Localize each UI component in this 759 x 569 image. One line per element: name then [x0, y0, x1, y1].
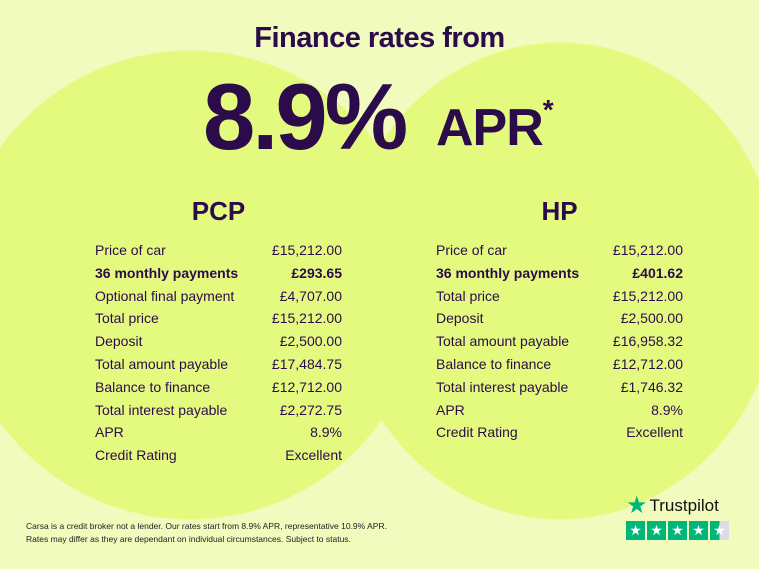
hp-row: Deposit £2,500.00	[436, 307, 683, 330]
pcp-panel: PCP Price of car £15,212.00 36 monthly pay…	[95, 196, 342, 467]
row-label: Total interest payable	[436, 378, 569, 395]
row-value: £2,500.00	[620, 310, 683, 327]
disclaimer-line-2: Rates may differ as they are dependant o…	[26, 534, 351, 544]
half-star-icon: ★	[710, 521, 729, 540]
row-value: 8.9%	[651, 401, 683, 418]
row-value: £15,212.00	[612, 242, 683, 258]
row-value: £16,958.32	[612, 333, 683, 350]
asterisk: *	[542, 94, 554, 125]
pcp-row: Balance to finance £12,712.00	[95, 376, 342, 399]
row-label: 36 monthly payments	[436, 264, 580, 281]
row-value: £17,484.75	[271, 355, 342, 372]
row-label: Total interest payable	[95, 401, 228, 418]
star-icon: ★	[647, 521, 666, 540]
hp-panel: HP Price of car £15,212.00 36 monthly paym…	[436, 196, 683, 444]
hp-row: Balance to finance £12,712.00	[436, 353, 683, 376]
row-value: £1,746.32	[620, 378, 683, 395]
hp-row: Credit Rating Excellent	[436, 421, 683, 444]
row-label: Deposit	[95, 333, 143, 350]
pcp-title: PCP	[191, 196, 246, 226]
pcp-row: Total price £15,212.00	[95, 307, 342, 330]
headline: Finance rates from	[254, 22, 505, 54]
pcp-row: Deposit £2,500.00	[95, 330, 342, 353]
pcp-row: Total interest payable £2,272.75	[95, 399, 342, 422]
pcp-row: Optional final payment £4,707.00	[95, 285, 342, 308]
trustpilot-star-icon: ★	[626, 492, 648, 519]
hp-row: Total interest payable £1,746.32	[436, 376, 683, 399]
hp-row: Price of car £15,212.00	[436, 239, 683, 262]
row-label: Optional final payment	[95, 287, 235, 304]
row-value: £12,712.00	[612, 355, 683, 372]
hp-row: APR 8.9%	[436, 399, 683, 422]
star-icon: ★	[689, 521, 708, 540]
disclaimer-line-1: Carsa is a credit broker not a lender. O…	[26, 521, 387, 531]
row-label: Balance to finance	[95, 378, 211, 395]
row-value: £4,707.00	[279, 287, 342, 304]
hp-row: Total amount payable £16,958.32	[436, 330, 683, 353]
pcp-row: APR 8.9%	[95, 421, 342, 444]
row-label: Total amount payable	[95, 355, 229, 372]
row-label: Total price	[436, 287, 500, 304]
row-value: £2,500.00	[279, 333, 342, 350]
disclaimer: Carsa is a credit broker not a lender. O…	[26, 520, 387, 546]
row-label: Credit Rating	[436, 424, 518, 441]
row-value: £401.62	[632, 264, 683, 281]
row-value: £293.65	[291, 264, 342, 281]
trustpilot-name: Trustpilot	[649, 496, 719, 515]
apr-label: APR	[436, 99, 544, 157]
pcp-row: Credit Rating Excellent	[95, 444, 342, 467]
row-label: Price of car	[436, 242, 507, 258]
pcp-row: Price of car £15,212.00	[95, 239, 342, 262]
rating-stars: ★ ★ ★ ★ ★	[626, 521, 729, 540]
row-value: £2,272.75	[279, 401, 342, 418]
row-label: Credit Rating	[95, 447, 177, 464]
hp-row: 36 monthly payments £401.62	[436, 262, 683, 285]
rate-suffix: APR*	[436, 94, 554, 158]
row-value: £15,212.00	[271, 310, 342, 327]
rate-value: 8.9%	[203, 64, 408, 169]
row-label: APR	[436, 401, 465, 418]
star-icon: ★	[668, 521, 687, 540]
row-label: Total price	[95, 310, 159, 327]
row-label: Price of car	[95, 242, 166, 258]
row-value: Excellent	[626, 424, 683, 441]
row-label: APR	[95, 424, 124, 441]
row-value: £15,212.00	[612, 287, 683, 304]
row-value: £15,212.00	[271, 242, 342, 258]
row-value: £12,712.00	[271, 378, 342, 395]
hp-title: HP	[541, 196, 578, 226]
pcp-row: 36 monthly payments £293.65	[95, 262, 342, 285]
row-value: 8.9%	[310, 424, 342, 441]
row-label: 36 monthly payments	[95, 264, 239, 281]
pcp-row: Total amount payable £17,484.75	[95, 353, 342, 376]
row-label: Deposit	[436, 310, 484, 327]
row-label: Balance to finance	[436, 355, 552, 372]
row-value: Excellent	[285, 447, 342, 464]
row-label: Total amount payable	[436, 333, 570, 350]
trustpilot-badge[interactable]: ★ Trustpilot ★ ★ ★ ★ ★	[626, 492, 729, 540]
hp-row: Total price £15,212.00	[436, 285, 683, 308]
star-icon: ★	[626, 521, 645, 540]
